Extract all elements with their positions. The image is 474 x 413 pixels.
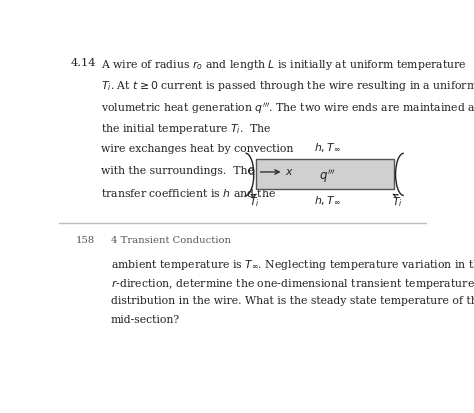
Text: $x$: $x$ — [285, 167, 294, 177]
Text: the initial temperature $T_i$.  The: the initial temperature $T_i$. The — [101, 122, 272, 136]
Text: volumetric heat generation $q^{\prime\prime\prime}$. The two wire ends are maint: volumetric heat generation $q^{\prime\pr… — [101, 101, 474, 116]
Text: wire exchanges heat by convection: wire exchanges heat by convection — [101, 144, 294, 154]
Text: mid-section?: mid-section? — [110, 315, 180, 325]
Text: ambient temperature is $T_{\infty}$. Neglecting temperature variation in the: ambient temperature is $T_{\infty}$. Neg… — [110, 258, 474, 272]
Text: $r$-direction, determine the one-dimensional transient temperature: $r$-direction, determine the one-dimensi… — [110, 277, 474, 291]
Text: transfer coefficient is $h$ and the: transfer coefficient is $h$ and the — [101, 187, 277, 199]
Text: $T_i$: $T_i$ — [248, 195, 259, 209]
Text: $T_i$: $T_i$ — [392, 195, 402, 209]
Text: 0: 0 — [247, 167, 254, 177]
Text: A wire of radius $r_o$ and length $L$ is initially at uniform temperature: A wire of radius $r_o$ and length $L$ is… — [101, 57, 467, 71]
Text: $q^{\prime\prime\prime}$: $q^{\prime\prime\prime}$ — [319, 167, 336, 185]
Bar — [256, 159, 393, 190]
Text: $h,T_{\infty}$: $h,T_{\infty}$ — [314, 141, 341, 154]
Text: 158: 158 — [76, 235, 95, 244]
Text: 4.14: 4.14 — [70, 57, 96, 67]
Text: with the surroundings.  The heat: with the surroundings. The heat — [101, 166, 282, 176]
Text: $T_i$. At $t \geq 0$ current is passed through the wire resulting in a uniform: $T_i$. At $t \geq 0$ current is passed t… — [101, 79, 474, 93]
Text: 4 Transient Conduction: 4 Transient Conduction — [110, 235, 231, 244]
Text: $h,T_{\infty}$: $h,T_{\infty}$ — [314, 195, 341, 207]
Text: distribution in the wire. What is the steady state temperature of the: distribution in the wire. What is the st… — [110, 296, 474, 306]
